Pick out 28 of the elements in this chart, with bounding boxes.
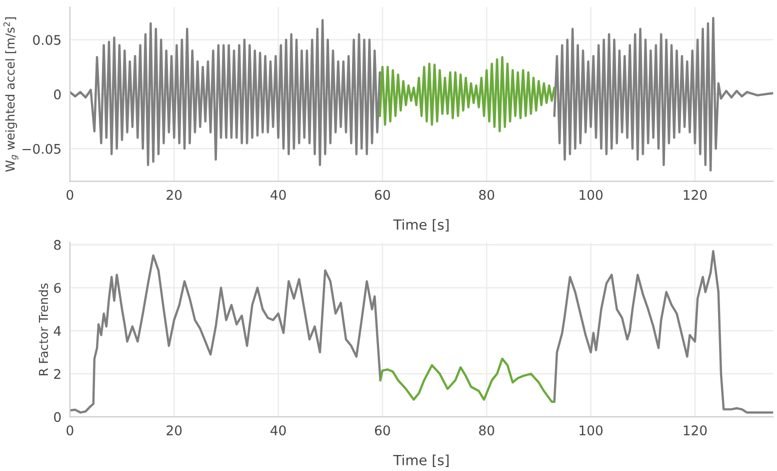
y-tick-label: 4	[54, 326, 61, 336]
x-tick-label: 60	[374, 190, 390, 200]
line-series	[379, 358, 556, 403]
x-tick-label: 0	[66, 425, 74, 436]
y-axis-title: R Factor Trends	[38, 284, 48, 376]
x-tick-label: 40	[270, 425, 286, 436]
y-tick-label: 0	[54, 412, 61, 422]
x-tick-label: 100	[580, 425, 603, 436]
x-tick-label: 120	[684, 190, 707, 200]
x-tick-label: 80	[479, 190, 494, 200]
x-tick-label: 20	[166, 425, 182, 436]
x-tick-label: 120	[684, 425, 707, 436]
x-tick-label: 100	[580, 190, 603, 200]
y-tick-label: 0	[54, 89, 61, 100]
x-tick-label: 0	[66, 190, 74, 200]
x-axis-title: Time [s]	[393, 454, 449, 467]
y-tick-label: −0.05	[22, 144, 60, 154]
y-tick-label: 6	[54, 282, 61, 293]
x-tick-label: 20	[166, 190, 182, 200]
x-tick-label: 80	[479, 425, 494, 436]
x-tick-label: 40	[270, 190, 286, 200]
y-tick-label: 0.05	[33, 34, 60, 45]
y-tick-label: 2	[54, 369, 60, 379]
line-series	[378, 56, 556, 132]
x-tick-label: 60	[374, 425, 390, 436]
x-axis-title: Time [s]	[393, 219, 449, 232]
y-tick-label: 8	[54, 240, 61, 250]
y-axis-title: W$_{g}$ weighted accel [m/s$^{2}$]	[3, 17, 18, 172]
